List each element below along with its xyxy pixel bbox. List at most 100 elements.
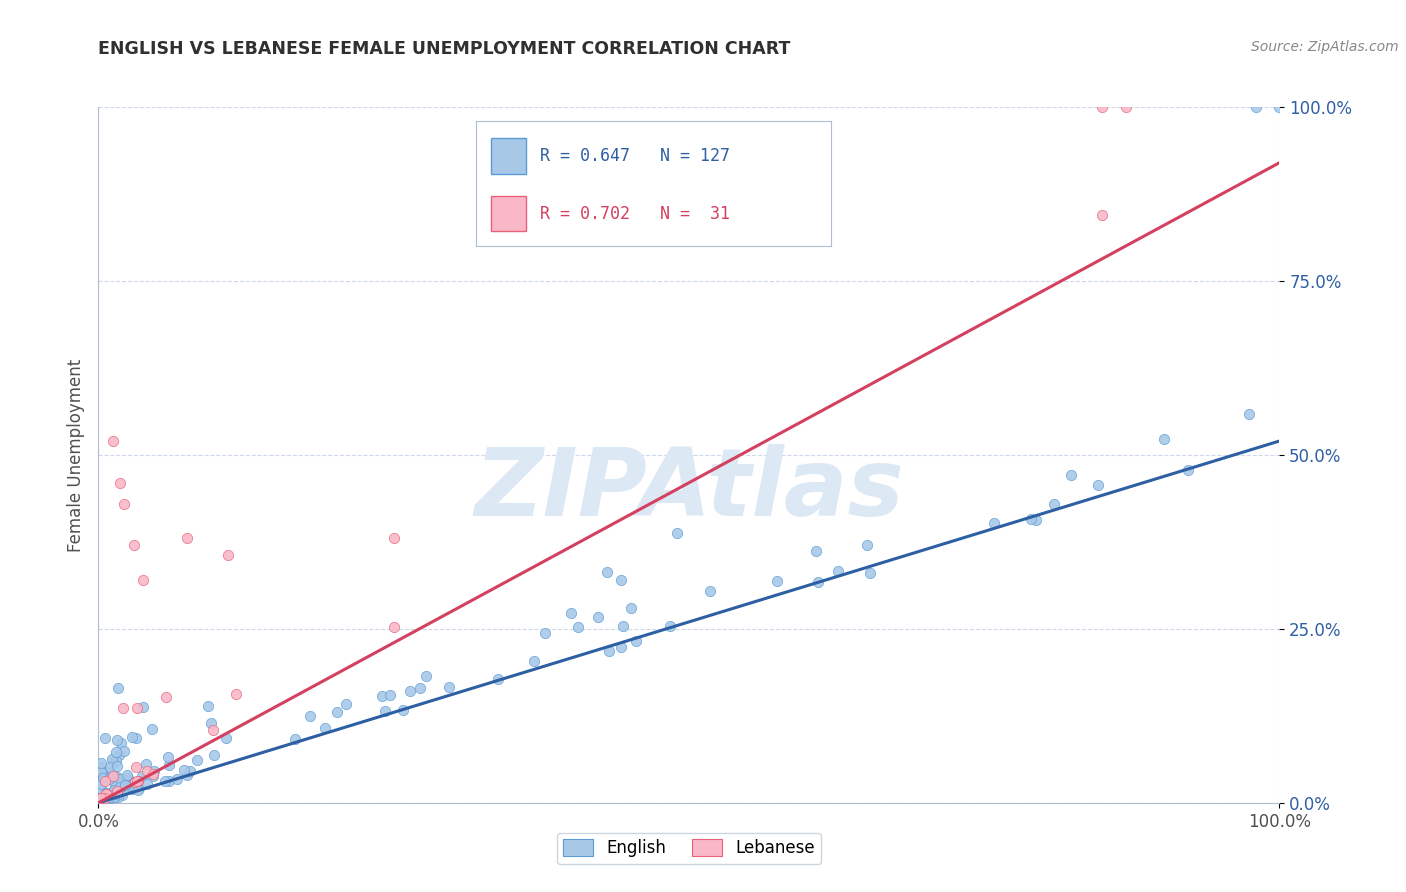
English <box>90 765 112 780</box>
Lebanese <box>101 769 124 783</box>
Lebanese <box>127 701 149 715</box>
English <box>135 757 157 772</box>
English <box>91 768 114 782</box>
English <box>104 779 127 793</box>
English <box>105 759 128 773</box>
English <box>90 756 112 770</box>
English <box>437 680 460 694</box>
Lebanese <box>124 774 146 789</box>
English <box>699 583 721 598</box>
English <box>108 748 131 763</box>
English <box>157 758 180 772</box>
English <box>114 778 136 792</box>
Lebanese <box>132 573 155 587</box>
English <box>121 781 143 796</box>
Lebanese <box>135 764 157 779</box>
English <box>111 789 134 803</box>
English <box>1177 462 1199 476</box>
Lebanese <box>101 434 124 448</box>
English <box>176 768 198 782</box>
English <box>179 764 201 778</box>
Lebanese <box>1091 208 1114 222</box>
English <box>96 788 118 802</box>
English <box>533 626 555 640</box>
English <box>299 708 322 723</box>
English <box>125 780 148 795</box>
English <box>586 609 609 624</box>
English <box>1060 467 1083 482</box>
English <box>128 780 150 795</box>
English <box>114 778 136 792</box>
Legend: English, Lebanese: English, Lebanese <box>557 832 821 864</box>
English <box>90 782 112 797</box>
English <box>197 698 219 713</box>
English <box>97 764 120 779</box>
English <box>90 791 112 805</box>
English <box>804 544 827 558</box>
English <box>1153 432 1175 446</box>
English <box>108 785 131 799</box>
English <box>141 722 163 736</box>
English <box>560 607 582 621</box>
English <box>157 750 180 764</box>
English <box>157 774 180 789</box>
English <box>415 669 437 683</box>
Lebanese <box>142 766 165 780</box>
English <box>186 753 208 767</box>
Lebanese <box>155 690 177 704</box>
English <box>1019 512 1042 526</box>
English <box>624 634 647 648</box>
English <box>94 731 117 745</box>
Lebanese <box>176 532 198 546</box>
English <box>101 786 124 800</box>
Lebanese <box>125 774 148 789</box>
English <box>104 783 127 797</box>
English <box>125 731 148 745</box>
English <box>155 773 177 788</box>
English <box>110 772 132 787</box>
English <box>112 744 135 758</box>
English <box>399 684 422 698</box>
Lebanese <box>382 620 405 634</box>
English <box>98 772 121 787</box>
English <box>374 704 396 718</box>
English <box>214 731 236 745</box>
Lebanese <box>112 497 135 511</box>
English <box>107 789 129 804</box>
English <box>131 769 153 783</box>
English <box>103 782 125 797</box>
English <box>983 516 1005 530</box>
English <box>105 754 128 768</box>
English <box>90 777 112 791</box>
English <box>105 733 128 747</box>
English <box>378 688 401 702</box>
English <box>136 777 159 791</box>
English <box>118 780 141 794</box>
English <box>104 787 127 801</box>
English <box>1087 478 1109 492</box>
English <box>200 716 222 731</box>
Lebanese <box>96 787 118 801</box>
English <box>105 788 128 802</box>
English <box>827 564 849 578</box>
English <box>335 698 357 712</box>
Lebanese <box>108 475 131 490</box>
English <box>132 700 155 714</box>
English <box>596 565 619 579</box>
Y-axis label: Female Unemployment: Female Unemployment <box>66 359 84 551</box>
English <box>101 752 124 766</box>
English <box>93 792 115 806</box>
English <box>105 745 128 759</box>
English <box>110 780 132 794</box>
English <box>115 768 138 782</box>
Lebanese <box>105 783 128 797</box>
English <box>143 764 166 778</box>
English <box>127 774 149 789</box>
English <box>371 689 394 703</box>
English <box>166 772 188 786</box>
Text: ENGLISH VS LEBANESE FEMALE UNEMPLOYMENT CORRELATION CHART: ENGLISH VS LEBANESE FEMALE UNEMPLOYMENT … <box>98 40 790 58</box>
English <box>766 574 789 588</box>
English <box>856 538 879 552</box>
English <box>391 703 413 717</box>
English <box>326 705 349 719</box>
